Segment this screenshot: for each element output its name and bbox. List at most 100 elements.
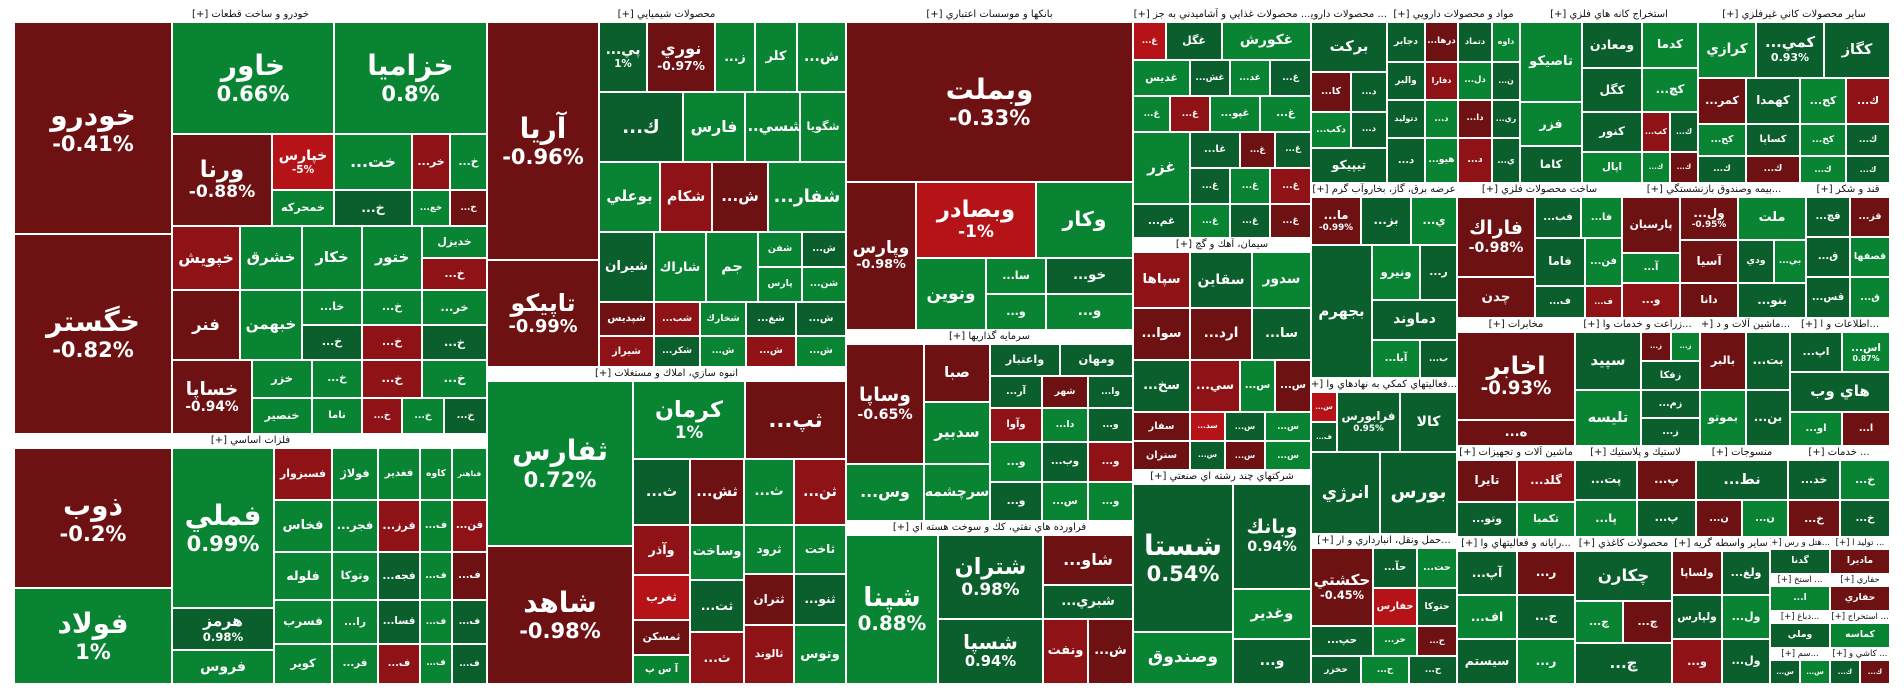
sector-header-banks[interactable]: بانكها و موسسات اعتباري [+] — [846, 8, 1133, 22]
stock-tile-food[interactable]: غگل — [1166, 22, 1222, 60]
stock-tile-auto[interactable]: ختور — [362, 226, 422, 290]
stock-tile-real-estate[interactable]: شاهد -0.98% — [487, 546, 633, 684]
stock-tile-metal-ores-mining[interactable]: ك... — [1670, 152, 1698, 183]
stock-tile-metal-products[interactable]: فا... — [1581, 197, 1622, 238]
stock-tile-chemicals[interactable]: بوعلي — [599, 162, 660, 232]
stock-tile-chemicals[interactable]: ش... — [796, 302, 846, 336]
stock-tile-investments[interactable]: و... — [990, 442, 1042, 482]
stock-tile-banks[interactable]: وكار — [1036, 182, 1133, 258]
stock-tile-investments[interactable]: وب... — [1042, 442, 1088, 482]
stock-tile-investments[interactable]: و... — [1088, 482, 1133, 521]
stock-tile-banks[interactable]: و... — [986, 294, 1046, 330]
stock-tile-metals[interactable]: ف... — [452, 600, 487, 644]
stock-tile-sugar[interactable]: قس... — [1806, 277, 1850, 318]
stock-tile-pharma-materials[interactable]: د... — [1387, 138, 1425, 183]
stock-tile-food[interactable]: غ... — [1230, 204, 1270, 238]
stock-tile-investments[interactable]: آر... — [990, 376, 1042, 408]
stock-tile-aux-financial[interactable]: س... — [1311, 392, 1337, 422]
stock-tile-other-minerals[interactable]: كساپا — [1746, 124, 1800, 156]
stock-tile-chemicals[interactable]: شسي... — [745, 92, 800, 162]
stock-tile-power-utilities[interactable]: ما... -0.99% — [1311, 197, 1361, 245]
stock-tile-insurance[interactable]: بي... — [1774, 240, 1806, 283]
stock-tile-metals[interactable]: فروس — [172, 650, 274, 684]
stock-tile-metals[interactable]: فرز... — [378, 500, 420, 552]
sector-header-computer[interactable]: ...رايانه و فعاليتهاي وا [+] — [1457, 537, 1575, 551]
sector-header-textiles[interactable]: منسوجات [+] — [1696, 446, 1788, 460]
stock-tile-real-estate[interactable]: وساخت — [690, 525, 744, 580]
stock-tile-metal-products[interactable]: فاما — [1535, 238, 1585, 286]
stock-tile-metals[interactable]: فن... — [452, 500, 487, 552]
stock-tile-food[interactable]: غديس — [1133, 60, 1190, 96]
stock-tile-pharma-products[interactable]: د... — [1351, 112, 1387, 148]
stock-tile-investments[interactable]: و... — [990, 482, 1042, 521]
stock-tile-investments[interactable]: وساپا -0.65% — [846, 344, 924, 464]
stock-tile-food[interactable]: غد... — [1230, 60, 1270, 96]
stock-tile-transport[interactable]: حتوكا — [1417, 588, 1457, 626]
stock-tile-auto[interactable]: خ... — [422, 325, 487, 360]
stock-tile-cement[interactable]: سخ... — [1133, 360, 1190, 412]
stock-tile-chemicals[interactable]: شن... — [802, 267, 846, 302]
stock-tile-other-minerals[interactable]: ك... — [1846, 78, 1890, 124]
stock-tile-pharma-materials[interactable]: د... — [1458, 138, 1492, 183]
stock-tile-auto[interactable]: خ... — [362, 398, 402, 434]
stock-tile-other-financial[interactable]: ولپارس — [1672, 595, 1722, 639]
sector-header-auto[interactable]: خودرو و ساخت قطعات [+] — [14, 8, 487, 22]
stock-tile-real-estate[interactable]: وآذر — [633, 525, 690, 575]
stock-tile-real-estate[interactable]: آ س پ — [633, 655, 690, 684]
stock-tile-chemicals[interactable]: شخارك — [700, 302, 746, 336]
stock-tile-information[interactable]: اپ... — [1790, 332, 1842, 372]
stock-tile-aux-financial[interactable]: فرابورس 0.95% — [1337, 392, 1400, 452]
stock-tile-real-estate[interactable]: وتوس — [794, 625, 846, 684]
stock-tile-auto[interactable]: خ... — [402, 398, 444, 434]
stock-tile-chemicals[interactable]: ش... — [712, 162, 768, 232]
stock-tile-textiles[interactable]: ن... — [1696, 500, 1742, 537]
stock-tile-other-minerals[interactable]: ك... — [1846, 156, 1890, 183]
stock-tile-oil-products[interactable]: شپنا 0.88% — [846, 535, 938, 684]
sector-header-rubber-plastic[interactable]: لاستيك و پلاستيك [+] — [1575, 446, 1696, 460]
stock-tile-insurance[interactable]: ول... -0.95% — [1680, 197, 1738, 240]
stock-tile-auto[interactable]: خكار — [302, 226, 362, 290]
sector-header-agriculture[interactable]: ...زراعت و خدمات وا [+] — [1575, 318, 1700, 332]
stock-tile-rubber-plastic[interactable]: پ... — [1637, 500, 1696, 537]
stock-tile-pharma-materials[interactable]: دتوليد — [1387, 100, 1425, 138]
stock-tile-food[interactable]: غ... — [1270, 168, 1311, 204]
stock-tile-real-estate[interactable]: ثفارس 0.72% — [487, 381, 633, 546]
stock-tile-banks[interactable]: و... — [1046, 294, 1133, 330]
sector-header-leather[interactable]: ...دباغ [+] — [1770, 611, 1830, 623]
stock-tile-multi-industry[interactable]: شستا 0.54% — [1133, 484, 1233, 632]
stock-tile-food[interactable]: غ... — [1190, 168, 1230, 204]
sector-header-aux-financial[interactable]: ...فعاليتهاي كمكي به نهادهاي وا [+] — [1311, 378, 1457, 392]
stock-tile-pharma-products[interactable]: دكب... — [1311, 112, 1351, 148]
stock-tile-food[interactable]: غ... — [1270, 204, 1311, 238]
stock-tile-metals[interactable]: ذوب -0.2% — [14, 448, 172, 588]
stock-tile-transport[interactable]: حفارس — [1373, 588, 1417, 626]
stock-tile-auto[interactable]: خزر — [252, 360, 312, 398]
stock-tile-investments[interactable]: وا... — [1088, 376, 1133, 408]
stock-tile-other-minerals[interactable]: ك... — [1846, 124, 1890, 156]
stock-tile-multi-industry[interactable]: وصندوق — [1133, 632, 1233, 684]
sector-header-electric-machinery[interactable]: ...ماشين آلات و د [+] — [1700, 318, 1790, 332]
stock-tile-electric-machinery[interactable]: بموتو — [1700, 390, 1746, 446]
stock-tile-paper[interactable]: چ... — [1575, 601, 1623, 643]
stock-tile-other-minerals[interactable]: ك... — [1746, 156, 1800, 183]
stock-tile-real-estate[interactable]: ثپ... — [745, 381, 846, 459]
stock-tile-real-estate[interactable]: ث... — [744, 459, 794, 525]
stock-tile-real-estate[interactable]: كرمان 1% — [633, 381, 745, 459]
stock-tile-chemicals[interactable]: ش... — [802, 232, 846, 267]
stock-tile-chemicals[interactable]: شفن — [758, 232, 802, 267]
stock-tile-metals[interactable]: ف... — [378, 644, 420, 684]
stock-tile-food[interactable]: غ... — [1230, 168, 1270, 204]
stock-tile-real-estate[interactable]: ث... — [633, 459, 690, 525]
sector-header-pharma-products[interactable]: ... محصولات دارويي [+] — [1311, 8, 1387, 22]
stock-tile-extraction-1[interactable]: ا... — [1770, 586, 1830, 611]
stock-tile-sugar[interactable]: قصفها — [1850, 237, 1890, 277]
stock-tile-power-utilities[interactable]: ونيرو — [1372, 245, 1420, 300]
stock-tile-transport[interactable]: حر... — [1373, 626, 1417, 656]
stock-tile-information[interactable]: اس... 0.87% — [1842, 332, 1890, 372]
sector-header-cement[interactable]: سيمان، آهك و گچ [+] — [1133, 238, 1311, 252]
stock-tile-pharma-materials[interactable]: ن... — [1492, 62, 1520, 100]
stock-tile-computer[interactable]: آپ... — [1457, 551, 1517, 595]
stock-tile-metals[interactable]: هرمز 0.98% — [172, 608, 274, 650]
stock-tile-machinery-equipment[interactable]: گلد... — [1517, 460, 1575, 502]
stock-tile-paper[interactable]: چكارن — [1575, 551, 1672, 601]
